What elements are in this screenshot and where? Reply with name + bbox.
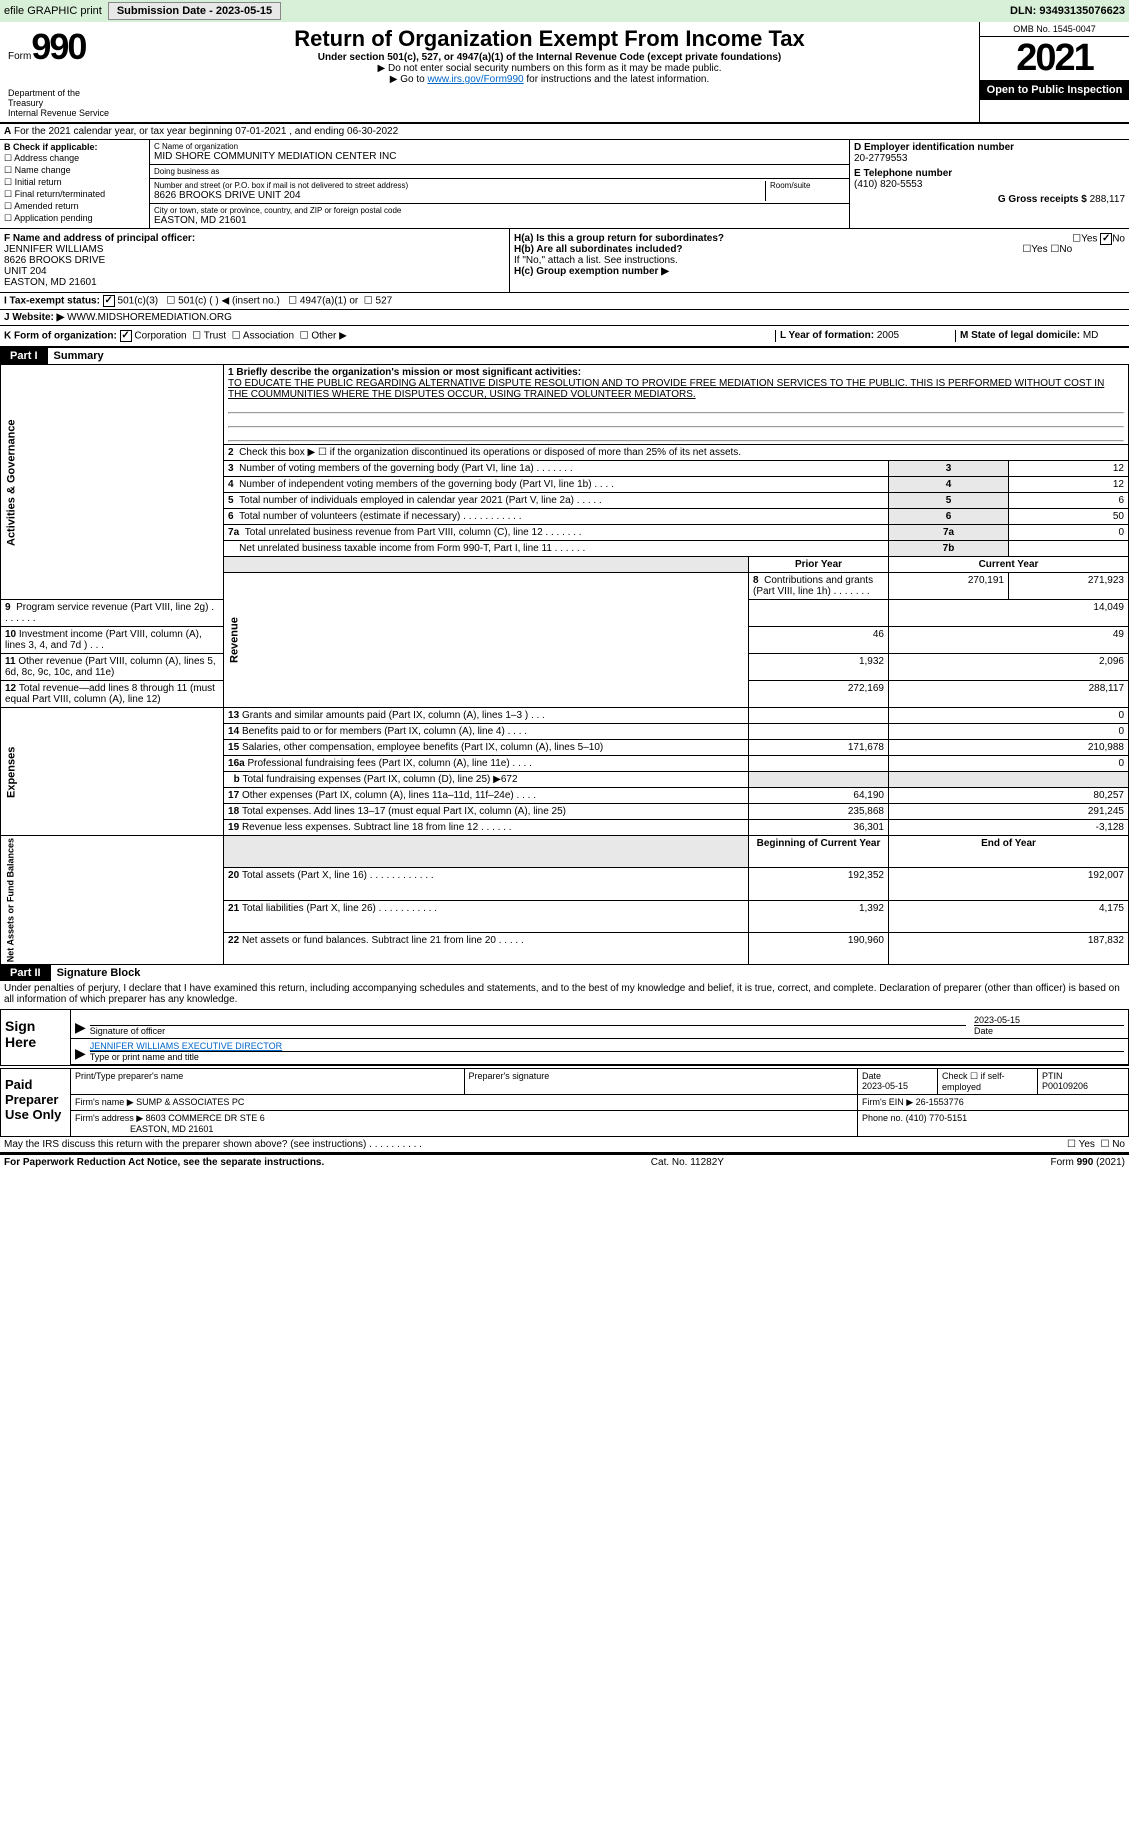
year-formation: 2005 bbox=[877, 330, 899, 341]
row-a-tax-year: A For the 2021 calendar year, or tax yea… bbox=[0, 124, 1129, 140]
cat-number: Cat. No. 11282Y bbox=[651, 1157, 724, 1168]
officer-name-title[interactable]: JENNIFER WILLIAMS EXECUTIVE DIRECTOR bbox=[90, 1041, 282, 1051]
line6-value: 50 bbox=[1009, 509, 1129, 525]
chk-initial-return[interactable]: ☐ Initial return bbox=[4, 177, 145, 188]
tax-year: 2021 bbox=[980, 37, 1129, 80]
line3-value: 12 bbox=[1009, 461, 1129, 477]
firm-address: 8603 COMMERCE DR STE 6 bbox=[146, 1113, 265, 1123]
form-header: Form990 Department of the Treasury Inter… bbox=[0, 22, 1129, 124]
form-number: 990 bbox=[31, 26, 85, 67]
firm-ein: 26-1553776 bbox=[916, 1097, 964, 1107]
ptin-value: P00109206 bbox=[1042, 1081, 1088, 1091]
efile-topbar: efile GRAPHIC print Submission Date - 20… bbox=[0, 0, 1129, 22]
sign-here-label: Sign Here bbox=[1, 1010, 71, 1065]
line9-current: 14,049 bbox=[889, 600, 1129, 627]
chk-name-change[interactable]: ☐ Name change bbox=[4, 165, 145, 176]
state-domicile: MD bbox=[1083, 330, 1099, 341]
chk-group-return-no[interactable] bbox=[1100, 233, 1112, 245]
website-value: WWW.MIDSHOREMEDIATION.ORG bbox=[67, 312, 232, 323]
chk-application-pending[interactable]: ☐ Application pending bbox=[4, 213, 145, 224]
ein-value: 20-2779553 bbox=[854, 153, 907, 164]
summary-table: Activities & Governance 1 Briefly descri… bbox=[0, 364, 1129, 965]
org-name: MID SHORE COMMUNITY MEDIATION CENTER INC bbox=[154, 151, 845, 162]
form-subtitle: Under section 501(c), 527, or 4947(a)(1)… bbox=[124, 52, 975, 63]
line5-value: 6 bbox=[1009, 493, 1129, 509]
department-label: Department of the Treasury Internal Reve… bbox=[8, 88, 112, 118]
sig-date: 2023-05-15 bbox=[974, 1015, 1020, 1025]
note-goto: ▶ Go to www.irs.gov/Form990 for instruct… bbox=[124, 74, 975, 85]
chk-address-change[interactable]: ☐ Address change bbox=[4, 153, 145, 164]
note-ssn: ▶ Do not enter social security numbers o… bbox=[124, 63, 975, 74]
city-state-zip: EASTON, MD 21601 bbox=[154, 215, 845, 226]
gross-receipts: 288,117 bbox=[1090, 194, 1125, 205]
chk-amended[interactable]: ☐ Amended return bbox=[4, 201, 145, 212]
efile-label: efile GRAPHIC print bbox=[4, 5, 102, 17]
section-net-assets: Net Assets or Fund Balances bbox=[1, 836, 224, 965]
line8-current: 271,923 bbox=[1009, 573, 1129, 600]
chk-final-return[interactable]: ☐ Final return/terminated bbox=[4, 189, 145, 200]
line7b-value bbox=[1009, 541, 1129, 557]
year-box: OMB No. 1545-0047 2021 Open to Public In… bbox=[979, 22, 1129, 122]
phone-value: (410) 820-5553 bbox=[854, 179, 922, 190]
section-revenue: Revenue bbox=[224, 573, 749, 708]
submission-date-button[interactable]: Submission Date - 2023-05-15 bbox=[108, 2, 281, 20]
line8-prior: 270,191 bbox=[889, 573, 1009, 600]
paid-preparer-block: Paid Preparer Use Only Print/Type prepar… bbox=[0, 1068, 1129, 1137]
signature-block: Sign Here ▶Signature of officer2023-05-1… bbox=[0, 1009, 1129, 1066]
title-box: Return of Organization Exempt From Incom… bbox=[120, 22, 979, 122]
part-ii-header: Part IISignature Block bbox=[0, 965, 1129, 981]
form-prefix: Form bbox=[8, 51, 31, 62]
form-title: Return of Organization Exempt From Incom… bbox=[124, 26, 975, 52]
row-k-form-org: K Form of organization: Corporation ☐ Tr… bbox=[0, 326, 1129, 348]
line4-value: 12 bbox=[1009, 477, 1129, 493]
penalty-statement: Under penalties of perjury, I declare th… bbox=[0, 981, 1129, 1007]
officer-name: JENNIFER WILLIAMS bbox=[4, 244, 103, 255]
section-expenses: Expenses bbox=[1, 708, 224, 836]
chk-501c3[interactable] bbox=[103, 295, 115, 307]
firm-name: SUMP & ASSOCIATES PC bbox=[136, 1097, 244, 1107]
irs-link[interactable]: www.irs.gov/Form990 bbox=[427, 74, 523, 85]
row-j-website: J Website: ▶ WWW.MIDSHOREMEDIATION.ORG bbox=[0, 310, 1129, 326]
section-activities-governance: Activities & Governance bbox=[1, 365, 224, 600]
section-f-h: F Name and address of principal officer:… bbox=[0, 229, 1129, 293]
open-to-public: Open to Public Inspection bbox=[980, 80, 1129, 100]
form-number-box: Form990 Department of the Treasury Inter… bbox=[0, 22, 120, 122]
section-d-ein-phone: D Employer identification number20-27795… bbox=[849, 140, 1129, 228]
line7a-value: 0 bbox=[1009, 525, 1129, 541]
paid-preparer-label: Paid Preparer Use Only bbox=[1, 1069, 71, 1136]
chk-corporation[interactable] bbox=[120, 330, 132, 342]
form-label-footer: Form 990 (2021) bbox=[1051, 1157, 1125, 1168]
dln-label: DLN: 93493135076623 bbox=[1010, 5, 1125, 17]
firm-phone: (410) 770-5151 bbox=[906, 1113, 968, 1123]
row-i-tax-status: I Tax-exempt status: 501(c)(3) ☐ 501(c) … bbox=[0, 293, 1129, 310]
part-i-header: Part ISummary bbox=[0, 348, 1129, 364]
may-irs-row: May the IRS discuss this return with the… bbox=[0, 1137, 1129, 1154]
street-address: 8626 BROOKS DRIVE UNIT 204 bbox=[154, 190, 765, 201]
mission-text: TO EDUCATE THE PUBLIC REGARDING ALTERNAT… bbox=[228, 378, 1104, 400]
omb-number: OMB No. 1545-0047 bbox=[980, 22, 1129, 37]
section-b-checkboxes: B Check if applicable: ☐ Address change … bbox=[0, 140, 150, 228]
section-c-org-info: C Name of organizationMID SHORE COMMUNIT… bbox=[150, 140, 849, 228]
page-footer: For Paperwork Reduction Act Notice, see … bbox=[0, 1154, 1129, 1170]
